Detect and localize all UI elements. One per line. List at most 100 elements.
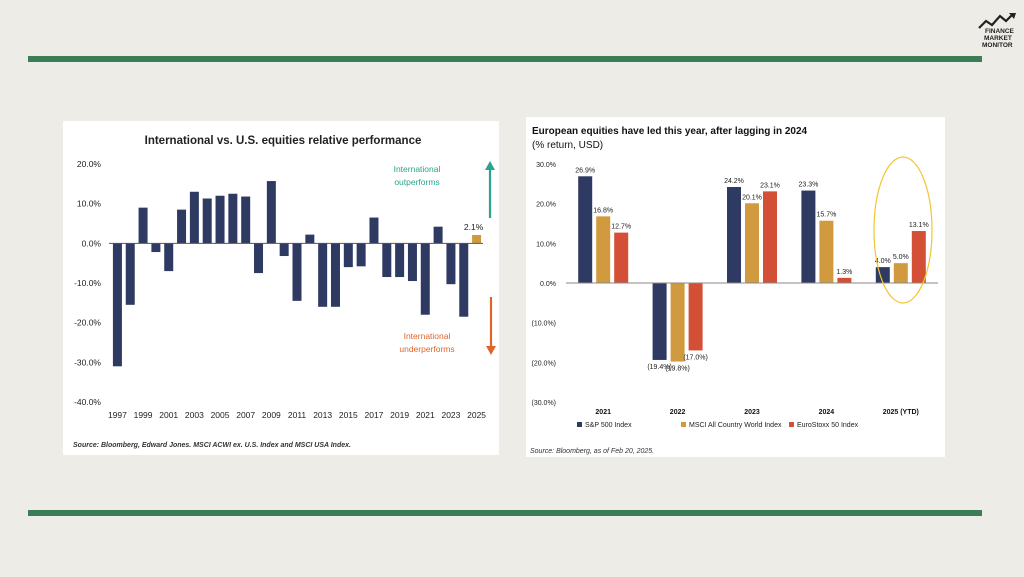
- bar-2014: [330, 243, 340, 307]
- legend-swatch: [681, 422, 686, 427]
- bar-1999: [138, 207, 148, 244]
- bar-2000: [151, 243, 161, 253]
- data-label: 13.1%: [909, 222, 929, 229]
- bar-2009: [266, 181, 276, 244]
- bar-2025-ytd--0: [875, 267, 890, 283]
- data-label: 23.1%: [760, 182, 780, 189]
- down-arrow-icon: [486, 346, 496, 355]
- x-tick-label: 2007: [236, 410, 255, 420]
- logo-trend-line: [978, 14, 1013, 29]
- up-arrow-icon: [485, 161, 495, 170]
- bar-2008: [254, 243, 264, 274]
- data-label: 26.9%: [575, 167, 595, 174]
- y-tick-label: 10.0%: [536, 241, 556, 248]
- legend-swatch: [577, 422, 582, 427]
- underperform-label-line2: underperforms: [399, 344, 454, 354]
- data-label: (19.8%): [665, 366, 690, 373]
- relative-performance-chart: International vs. U.S. equities relative…: [73, 135, 496, 449]
- bar-2022: [433, 226, 443, 244]
- bar-2023-2: [763, 191, 777, 283]
- outperform-label-line1: International: [394, 164, 441, 174]
- bar-2016: [356, 243, 366, 267]
- x-tick-label: 2023: [744, 409, 760, 416]
- chart-source: Source: Bloomberg, as of Feb 20, 2025.: [530, 448, 654, 455]
- x-tick-label: 2024: [819, 409, 835, 416]
- legend-label: S&P 500 Index: [585, 422, 632, 429]
- x-tick-label: 2019: [390, 410, 409, 420]
- x-tick-label: 2001: [159, 410, 178, 420]
- bar-2024-2: [837, 277, 852, 283]
- underperform-label-line1: International: [404, 331, 451, 341]
- european-equities-panel: European equities have led this year, af…: [526, 117, 945, 457]
- y-tick-label: 20.0%: [77, 159, 102, 169]
- data-label: 1.3%: [836, 269, 852, 276]
- bar-2021-1: [596, 216, 611, 283]
- x-tick-label: 1999: [134, 410, 153, 420]
- logo-text-finance: FINANCE: [985, 28, 1015, 35]
- bar-1998: [125, 243, 135, 305]
- x-tick-label: 2021: [416, 410, 435, 420]
- bar-2011: [292, 243, 302, 301]
- y-tick-label: -10.0%: [74, 278, 101, 288]
- y-tick-label: 30.0%: [536, 162, 556, 169]
- bar-2006: [228, 193, 238, 244]
- bar-2023-1: [745, 203, 759, 283]
- y-tick-label: 20.0%: [536, 202, 556, 209]
- bar-2021-0: [578, 176, 593, 283]
- bar-2023-0: [727, 187, 741, 283]
- chart-title: International vs. U.S. equities relative…: [145, 135, 422, 147]
- bar-2022-1: [670, 283, 685, 362]
- bar-2021-2: [614, 232, 629, 283]
- x-tick-label: 2022: [670, 409, 686, 416]
- european-equities-chart: European equities have led this year, af…: [530, 126, 938, 455]
- data-label: 20.1%: [742, 194, 762, 201]
- data-label-2025: 2.1%: [464, 222, 484, 232]
- y-tick-label: (10.0%): [531, 321, 556, 328]
- y-tick-label: (20.0%): [531, 360, 556, 367]
- bar-2005: [215, 195, 225, 244]
- bar-2012: [305, 234, 315, 244]
- x-tick-label: 2025: [467, 410, 486, 420]
- y-tick-label: (30.0%): [531, 400, 556, 407]
- logo-text-monitor: MONITOR: [982, 42, 1013, 49]
- chart-subtitle: (% return, USD): [532, 140, 603, 151]
- y-tick-label: 0.0%: [540, 281, 556, 288]
- chart-source: Source: Bloomberg, Edward Jones. MSCI AC…: [73, 442, 351, 449]
- bar-2020: [407, 243, 417, 282]
- bar-2025-ytd--1: [893, 263, 908, 283]
- bar-2021: [420, 243, 430, 315]
- bar-2023: [446, 243, 456, 285]
- bar-2022-0: [652, 283, 667, 360]
- x-tick-label: 2013: [313, 410, 332, 420]
- highlight-ellipse: [873, 156, 933, 304]
- x-tick-label: 2017: [365, 410, 384, 420]
- data-label: 23.3%: [798, 182, 818, 189]
- data-label: 24.2%: [724, 178, 744, 185]
- data-label: (17.0%): [683, 354, 708, 361]
- bar-2024-1: [819, 220, 834, 283]
- legend-swatch: [789, 422, 794, 427]
- x-tick-label: 2009: [262, 410, 281, 420]
- x-tick-label: 2025 (YTD): [883, 409, 919, 416]
- bar-2004: [202, 198, 212, 244]
- data-label: 16.8%: [593, 207, 613, 214]
- bar-2017: [369, 217, 379, 244]
- bar-2025-ytd--2: [911, 231, 926, 283]
- bar-2018: [382, 243, 392, 278]
- bar-2013: [318, 243, 328, 307]
- bar-2025: [472, 235, 482, 244]
- bar-2022-2: [688, 283, 703, 351]
- top-divider: [28, 56, 982, 62]
- data-label: (19.4%): [647, 364, 672, 371]
- logo-arrow-head: [1009, 13, 1016, 19]
- outperform-label-line2: outperforms: [394, 177, 439, 187]
- logo-text-market: MARKET: [984, 35, 1012, 42]
- data-label: 4.0%: [875, 258, 891, 265]
- data-label: 15.7%: [816, 212, 836, 219]
- bar-2010: [279, 243, 289, 257]
- legend-label: EuroStoxx 50 Index: [797, 422, 859, 429]
- y-tick-label: 0.0%: [82, 238, 102, 248]
- data-label: 12.7%: [611, 224, 631, 231]
- bottom-divider: [28, 510, 982, 516]
- bar-2003: [189, 191, 199, 244]
